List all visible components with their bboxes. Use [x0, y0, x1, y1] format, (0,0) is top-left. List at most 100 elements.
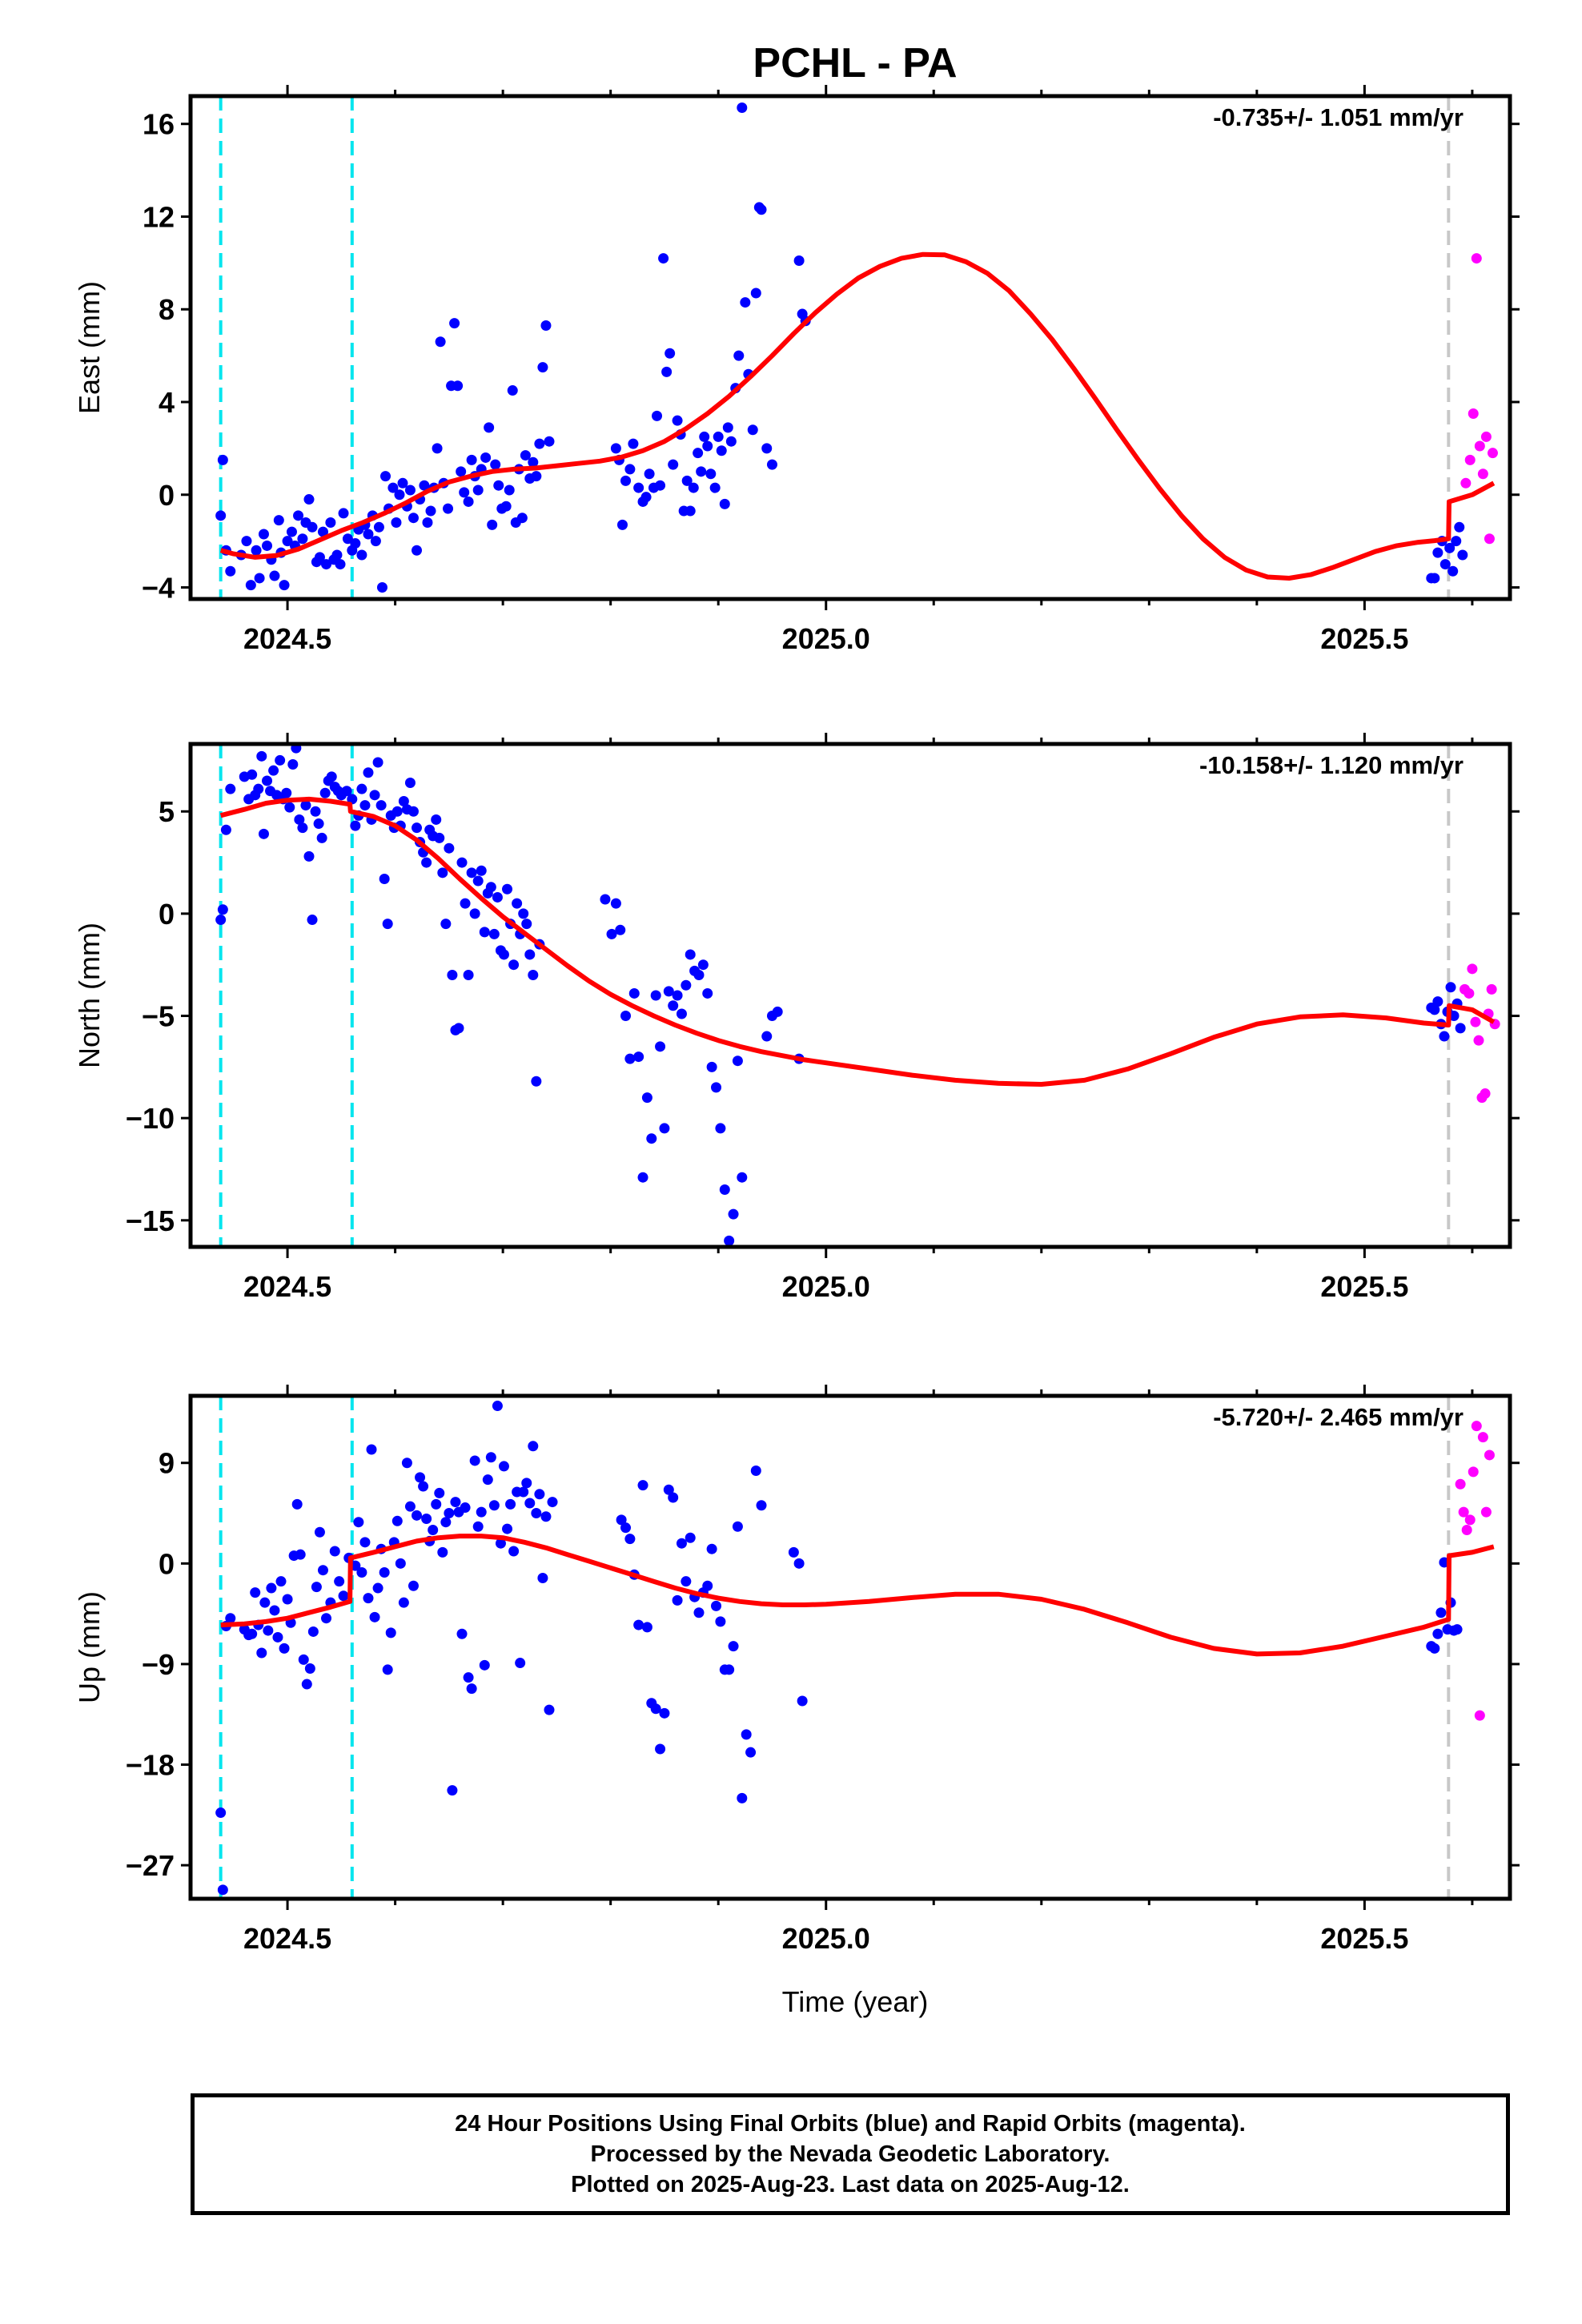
up-final-point [728, 1641, 739, 1652]
east-final-point [307, 521, 318, 533]
east-final-point [472, 485, 484, 496]
up-final-point [466, 1683, 477, 1695]
north-final-point [628, 987, 640, 999]
up-rapid-point [1461, 1524, 1472, 1535]
north-ytick-label: 0 [159, 898, 175, 931]
north-final-point [724, 1235, 735, 1246]
north-final-point [524, 949, 536, 960]
east-final-point [1444, 542, 1456, 553]
north-final-point [518, 908, 529, 919]
up-final-point [633, 1619, 644, 1630]
north-final-point [659, 1123, 670, 1134]
north-y-axis-label: North (mm) [73, 923, 106, 1068]
up-rapid-point [1484, 1449, 1495, 1461]
up-final-point [659, 1707, 670, 1719]
east-final-point [397, 477, 408, 489]
up-final-point [518, 1486, 529, 1498]
up-final-point [534, 1489, 545, 1500]
north-panel: −15 −10 −5 0 5 2024.5 2025.0 2025.5 North (mm) -1… [73, 733, 1520, 1303]
up-rapid-point [1480, 1506, 1492, 1518]
east-xtick-label: 2025.5 [1320, 622, 1408, 655]
east-final-point [245, 580, 256, 591]
up-final-point [356, 1566, 367, 1578]
north-final-point [681, 979, 692, 991]
north-final-point [431, 814, 442, 825]
east-xtick-label: 2025.0 [782, 622, 870, 655]
up-frame [188, 1393, 1512, 1901]
up-final-point [275, 1576, 287, 1587]
up-rate-text: -5.720+/- 2.465 mm/yr [1213, 1403, 1464, 1431]
north-final-point [316, 832, 327, 843]
north-ytick-label: −10 [126, 1102, 175, 1135]
east-final-point [490, 459, 501, 470]
up-final-point [263, 1625, 274, 1636]
east-final-point [540, 320, 552, 332]
east-final-point [363, 529, 374, 540]
north-final-point [294, 814, 305, 825]
up-final-point [655, 1743, 666, 1755]
up-final-point [737, 1792, 748, 1803]
east-final-point [709, 482, 721, 493]
east-rapid-point [1471, 253, 1482, 264]
north-final-point [391, 806, 403, 817]
north-final-point [646, 1133, 657, 1144]
up-final-point [681, 1576, 692, 1587]
north-final-point [363, 767, 374, 778]
north-final-point [1445, 982, 1456, 993]
east-rapid-point [1480, 431, 1492, 442]
east-rapid-point [1477, 468, 1488, 480]
north-final-point [512, 898, 523, 909]
up-final-point [266, 1582, 277, 1594]
up-final-point [1452, 1624, 1463, 1635]
north-final-point [460, 898, 471, 909]
north-final-point [663, 986, 674, 997]
north-final-point [313, 818, 324, 830]
east-final-point [516, 513, 528, 524]
east-ytick-label: −4 [142, 572, 175, 605]
up-final-point [476, 1506, 487, 1518]
up-final-point [282, 1594, 293, 1605]
up-rapid-point [1455, 1478, 1466, 1490]
east-final-point [262, 540, 273, 551]
east-final-point [716, 445, 727, 456]
up-panel: −27 −18 −9 0 9 2024.5 2025.0 2025.5 Up (mm) -5.72… [73, 1385, 1520, 1955]
up-final-point [793, 1558, 805, 1569]
up-final-point [515, 1658, 526, 1669]
up-final-point [620, 1522, 632, 1534]
north-final-point [319, 787, 331, 798]
north-final-point [531, 1076, 542, 1087]
east-final-point [1454, 521, 1465, 533]
east-final-point [241, 536, 252, 547]
north-final-point [456, 857, 468, 868]
north-final-point [447, 969, 458, 980]
up-final-point [250, 1587, 261, 1598]
north-final-point [1439, 1031, 1450, 1042]
east-final-point [297, 533, 308, 545]
up-final-point [624, 1534, 636, 1545]
east-final-point [463, 496, 474, 507]
up-final-point [447, 1785, 458, 1796]
up-final-point [498, 1461, 509, 1472]
east-final-point [793, 255, 805, 266]
east-ytick-label: 0 [159, 479, 175, 512]
east-final-point [658, 253, 669, 264]
up-final-point [225, 1613, 236, 1624]
east-final-point [293, 510, 304, 521]
north-final-point [650, 990, 661, 1001]
up-ytick-label: 9 [159, 1447, 175, 1480]
east-ytick-label: 16 [143, 108, 175, 141]
north-final-point [369, 790, 380, 801]
east-final-point [350, 538, 361, 549]
up-model-line [220, 1534, 1495, 1657]
east-final-point [251, 545, 262, 556]
north-final-point [715, 1123, 726, 1134]
north-final-point [469, 908, 480, 919]
east-final-point [380, 471, 391, 482]
east-final-point [217, 454, 228, 465]
east-final-point [449, 318, 460, 329]
east-final-point [269, 570, 280, 581]
east-final-point [408, 513, 419, 524]
north-final-point [702, 987, 713, 999]
east-final-point [713, 431, 724, 442]
east-final-point [342, 533, 353, 545]
